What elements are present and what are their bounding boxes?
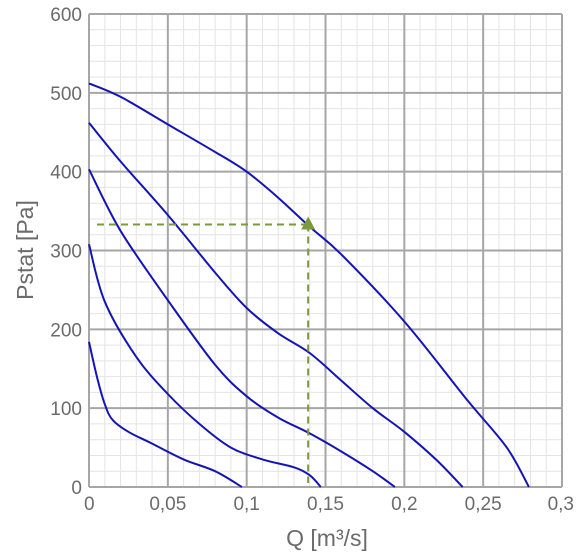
y-tick-labels: 0 100 200 300 400 500 600 [50, 5, 82, 499]
fan-curve-3 [88, 168, 396, 488]
y-axis-title: Pstat [Pa] [12, 200, 38, 300]
major-grid [88, 13, 563, 488]
y-tick-label: 400 [50, 163, 82, 184]
operating-point-marker [301, 216, 316, 230]
fan-curve-5 [88, 341, 243, 488]
x-tick-label: 0,25 [465, 494, 502, 515]
y-tick-label: 600 [50, 5, 82, 26]
y-tick-label: 500 [50, 84, 82, 105]
operating-point [97, 216, 316, 483]
y-tick-label: 0 [71, 478, 82, 499]
fan-curve-4 [88, 243, 322, 488]
x-axis-title: Q [m³/s] [286, 525, 368, 551]
x-tick-label: 0 [84, 494, 95, 515]
fan-curve-1 [88, 82, 530, 488]
x-tick-label: 0,15 [307, 494, 344, 515]
x-tick-label: 0,1 [233, 494, 259, 515]
x-tick-label: 0,2 [391, 494, 417, 515]
fan-curves [88, 82, 530, 488]
y-tick-label: 300 [50, 242, 82, 263]
x-tick-label: 0,3 [548, 494, 574, 515]
y-tick-label: 200 [50, 320, 82, 341]
fan-curve-2 [88, 122, 464, 488]
x-tick-labels: 0 0,05 0,1 0,15 0,2 0,25 0,3 [84, 494, 574, 515]
y-tick-label: 100 [50, 399, 82, 420]
x-tick-label: 0,05 [149, 494, 186, 515]
